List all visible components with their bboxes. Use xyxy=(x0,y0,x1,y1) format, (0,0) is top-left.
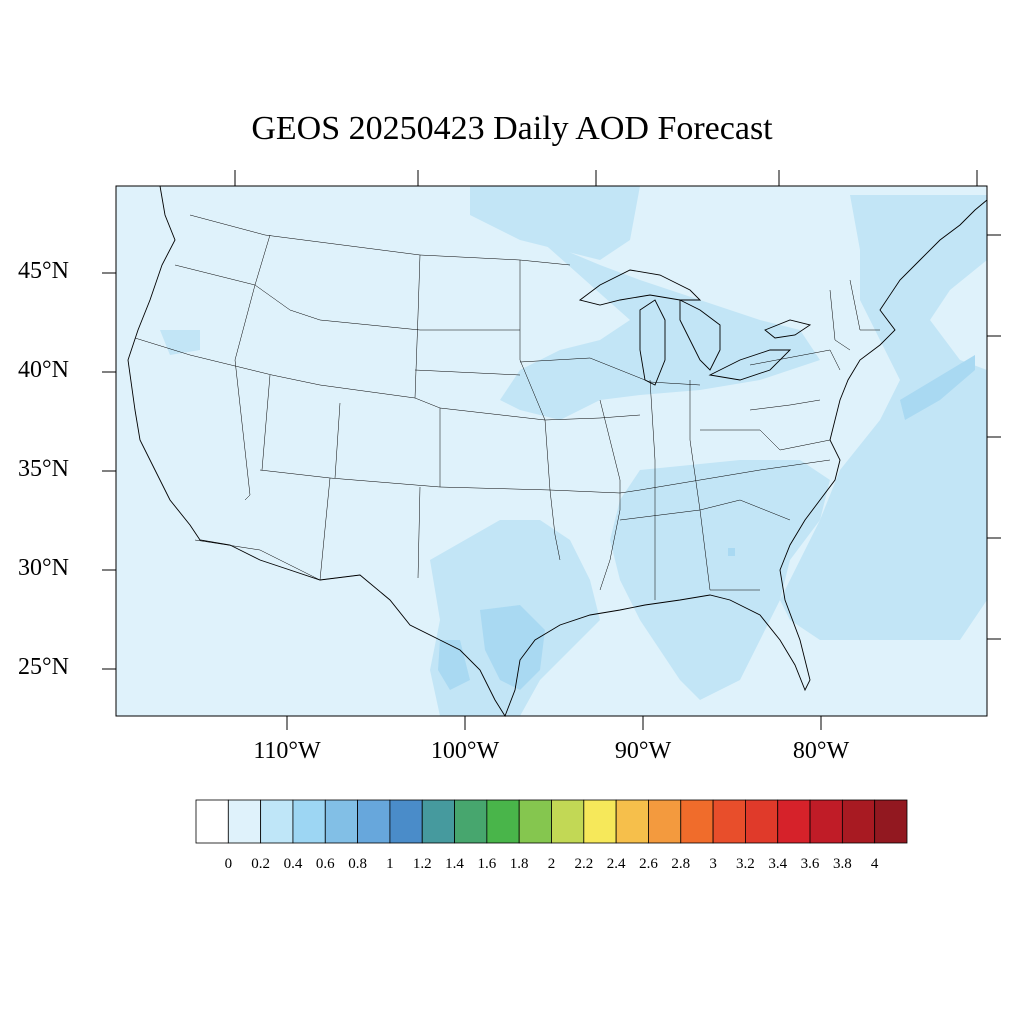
lon-label: 100°W xyxy=(430,738,500,764)
colorbar-swatch xyxy=(195,799,229,844)
axis-ticks xyxy=(102,170,1001,730)
colorbar-swatch xyxy=(874,799,908,844)
colorbar-swatch xyxy=(260,799,294,844)
lon-label: 80°W xyxy=(792,738,850,764)
colorbar-swatch xyxy=(712,799,746,844)
colorbar-label: 0.6 xyxy=(315,856,335,872)
colorbar-label: 1.4 xyxy=(445,856,464,872)
colorbar-swatch xyxy=(809,799,843,844)
colorbar-swatch xyxy=(518,799,552,844)
colorbar-swatch xyxy=(583,799,617,844)
colorbar-swatch xyxy=(648,799,682,844)
colorbar-swatch xyxy=(680,799,714,844)
map-frame xyxy=(115,185,988,717)
colorbar-swatch xyxy=(421,799,455,844)
colorbar-label: 1.8 xyxy=(509,856,529,872)
colorbar-swatch xyxy=(615,799,649,844)
colorbar-label: 2.4 xyxy=(606,856,626,872)
colorbar-swatch xyxy=(292,799,326,844)
colorbar-label: 2.8 xyxy=(671,856,691,872)
lat-label: 25°N xyxy=(18,654,69,680)
lat-label: 35°N xyxy=(18,456,69,482)
colorbar-label: 2.2 xyxy=(574,856,594,872)
colorbar-swatch xyxy=(777,799,811,844)
great-lakes xyxy=(578,269,812,386)
colorbar-swatch xyxy=(551,799,585,844)
colorbar-swatch xyxy=(227,799,262,844)
colorbar-label: 1.2 xyxy=(412,856,432,872)
colorbar-label: 4 xyxy=(870,856,879,872)
coastline xyxy=(127,185,988,718)
colorbar-label: 3.6 xyxy=(800,856,820,872)
colorbar-label: 3.4 xyxy=(768,856,788,872)
colorbar-label: 3.8 xyxy=(832,856,852,872)
state-borders xyxy=(134,214,880,600)
colorbar-label: 1 xyxy=(386,856,394,872)
colorbar xyxy=(195,799,908,844)
lat-label: 45°N xyxy=(18,258,69,284)
colorbar-label: 0 xyxy=(224,856,233,872)
colorbar-swatch xyxy=(324,799,358,844)
colorbar-swatch xyxy=(486,799,520,844)
colorbar-label: 0.8 xyxy=(348,856,367,872)
colorbar-label: 2 xyxy=(547,856,556,872)
colorbar-swatch xyxy=(454,799,488,844)
colorbar-label: 0.4 xyxy=(283,856,303,872)
lon-label: 110°W xyxy=(253,738,321,764)
colorbar-label: 0.2 xyxy=(251,856,270,872)
colorbar-swatch xyxy=(745,799,779,844)
colorbar-label: 1.6 xyxy=(477,856,497,872)
colorbar-label: 3.2 xyxy=(736,856,755,872)
colorbar-label: 3 xyxy=(709,856,717,872)
map-title: GEOS 20250423 Daily AOD Forecast xyxy=(251,110,773,147)
colorbar-swatch xyxy=(841,799,876,844)
colorbar-swatch xyxy=(389,799,423,844)
lat-label: 40°N xyxy=(18,357,69,383)
lat-label: 30°N xyxy=(18,555,69,581)
lon-label: 90°W xyxy=(614,738,672,764)
colorbar-swatch xyxy=(357,799,391,844)
colorbar-label: 2.6 xyxy=(639,856,658,872)
